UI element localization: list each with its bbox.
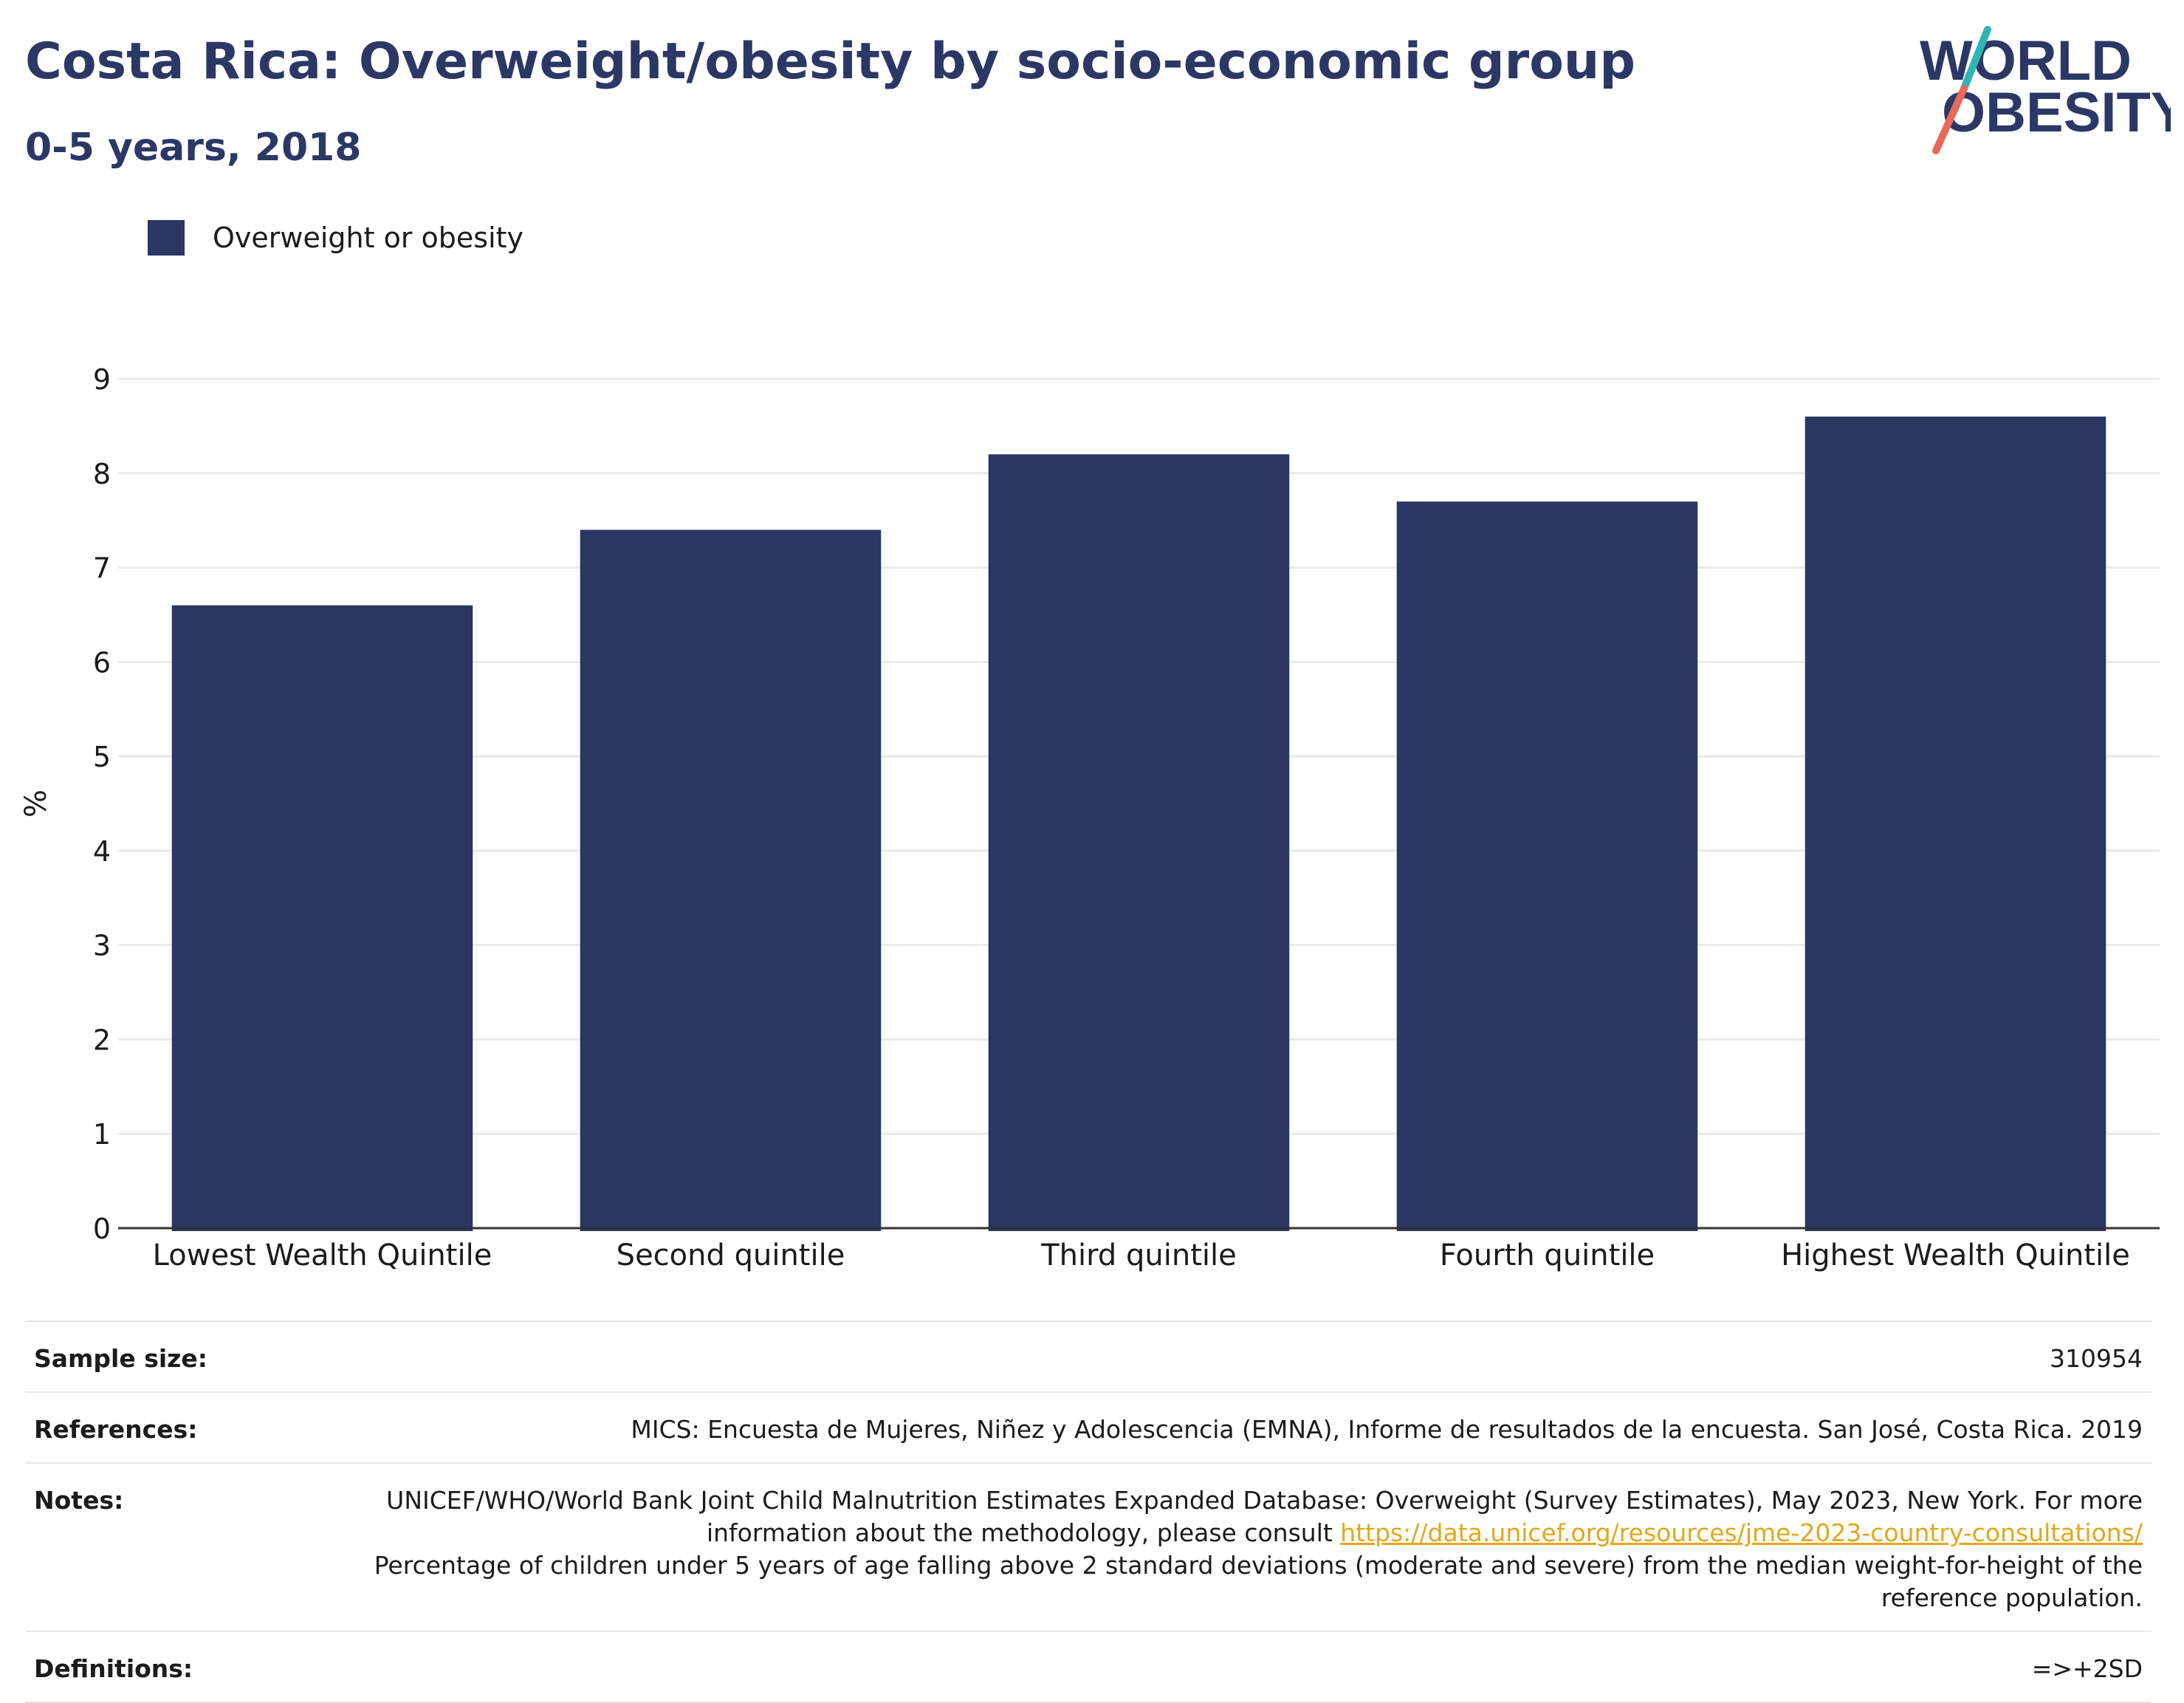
sample-size-label: Sample size: (34, 1344, 207, 1373)
bar-chart: 0 1 2 3 4 5 6 7 8 9 Lowest Wealth Quintile Second … (19, 363, 2160, 1272)
bar (1396, 501, 1698, 1231)
bar (1804, 417, 2106, 1231)
y-tick-label: 9 (93, 363, 111, 396)
logo-line1: WORLD (1920, 30, 2132, 92)
x-tick-label: Third quintile (1040, 1238, 1236, 1272)
y-tick-label: 5 (93, 741, 111, 773)
page-subtitle: 0-5 years, 2018 (25, 126, 362, 170)
bar (580, 530, 882, 1231)
logo-slash-top (1960, 26, 1991, 92)
x-axis-ticks: Lowest Wealth Quintile Second quintile Thi… (153, 1238, 2130, 1272)
y-tick-label: 3 (93, 930, 111, 962)
references-value: MICS: Encuesta de Mujeres, Niñez y Adole… (631, 1415, 2143, 1444)
page-title: Costa Rica: Overweight/obesity by socio-… (25, 32, 1636, 91)
info-row-references: References: MICS: Encuesta de Mujeres, N… (25, 1391, 2152, 1462)
definitions-label: Definitions: (34, 1654, 193, 1683)
legend-label: Overweight or obesity (213, 222, 524, 254)
chart-bars (118, 417, 2160, 1232)
x-tick-label: Fourth quintile (1440, 1238, 1655, 1272)
definitions-value: =>+2SD (2031, 1654, 2143, 1683)
info-table: Sample size: 310954 References: MICS: En… (25, 1320, 2152, 1703)
bar (988, 454, 1290, 1232)
y-tick-label: 6 (93, 646, 111, 679)
notes-text-1: UNICEF/WHO/World Bank Joint Child Malnut… (386, 1486, 2143, 1547)
world-obesity-logo: WORLD OBESITY (1920, 26, 2171, 154)
y-tick-label: 8 (93, 458, 111, 490)
info-row-definitions: Definitions: =>+2SD (25, 1631, 2152, 1703)
notes-text-2: Percentage of children under 5 years of … (374, 1551, 2143, 1612)
notes-label: Notes: (34, 1486, 124, 1515)
x-tick-label: Highest Wealth Quintile (1781, 1238, 2130, 1272)
legend-swatch (148, 220, 185, 256)
x-tick-label: Second quintile (617, 1238, 845, 1272)
y-tick-label: 0 (93, 1213, 111, 1245)
references-label: References: (34, 1415, 198, 1444)
y-axis-ticks: 0 1 2 3 4 5 6 7 8 9 (93, 363, 111, 1245)
x-tick-label: Lowest Wealth Quintile (153, 1238, 492, 1272)
chart-legend: Overweight or obesity (148, 220, 523, 256)
info-row-notes: Notes: UNICEF/WHO/World Bank Joint Child… (25, 1462, 2152, 1631)
notes-link[interactable]: https://data.unicef.org/resources/jme-20… (1340, 1518, 2143, 1547)
sample-size-value: 310954 (2050, 1344, 2143, 1373)
y-tick-label: 2 (93, 1024, 111, 1056)
y-axis-label: % (19, 789, 53, 818)
y-tick-label: 7 (93, 552, 111, 585)
y-tick-label: 1 (93, 1118, 111, 1151)
info-row-sample-size: Sample size: 310954 (25, 1320, 2152, 1391)
logo-slash-bottom (1932, 85, 1968, 154)
bar (171, 605, 473, 1231)
notes-value: UNICEF/WHO/World Bank Joint Child Malnut… (255, 1484, 2143, 1614)
y-tick-label: 4 (93, 835, 111, 868)
logo-line2: OBESITY (1942, 81, 2171, 144)
